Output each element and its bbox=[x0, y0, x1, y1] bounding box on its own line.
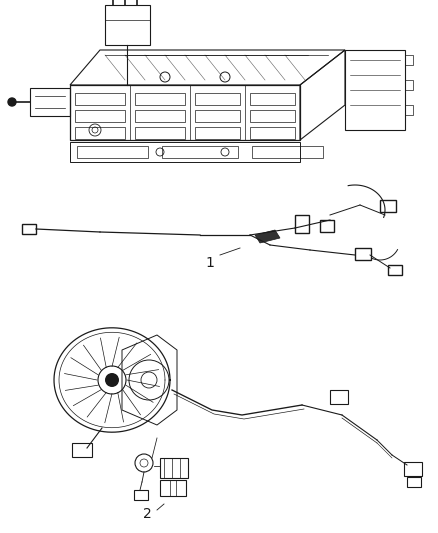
Bar bbox=[30, 88, 70, 116]
Bar bbox=[162, 146, 238, 158]
Bar bbox=[407, 477, 421, 487]
Bar bbox=[252, 146, 323, 158]
Bar bbox=[405, 55, 413, 65]
Bar bbox=[250, 93, 295, 105]
Text: 1: 1 bbox=[205, 256, 215, 270]
Bar bbox=[135, 93, 185, 105]
Bar bbox=[320, 220, 334, 232]
Bar bbox=[195, 127, 240, 139]
Bar bbox=[330, 390, 348, 404]
Bar bbox=[75, 93, 125, 105]
Circle shape bbox=[8, 98, 16, 106]
Bar bbox=[380, 200, 396, 212]
Bar bbox=[72, 443, 92, 457]
Bar bbox=[160, 458, 188, 478]
Bar bbox=[388, 265, 402, 275]
Bar bbox=[195, 93, 240, 105]
Bar bbox=[70, 142, 300, 162]
Bar bbox=[405, 105, 413, 115]
Bar bbox=[405, 80, 413, 90]
Bar bbox=[195, 110, 240, 122]
Bar bbox=[135, 110, 185, 122]
Bar bbox=[250, 127, 295, 139]
Bar bbox=[295, 215, 309, 233]
Bar bbox=[134, 490, 148, 500]
Bar bbox=[135, 127, 185, 139]
Bar bbox=[160, 480, 186, 496]
Bar bbox=[77, 146, 148, 158]
Bar bbox=[355, 248, 371, 260]
Circle shape bbox=[105, 373, 119, 387]
Text: 2: 2 bbox=[143, 507, 152, 521]
Bar bbox=[75, 110, 125, 122]
Bar bbox=[250, 110, 295, 122]
Bar bbox=[404, 462, 422, 476]
Bar bbox=[105, 5, 150, 45]
Bar bbox=[22, 224, 36, 234]
Bar bbox=[75, 127, 125, 139]
Polygon shape bbox=[255, 230, 280, 243]
Bar bbox=[345, 50, 405, 130]
